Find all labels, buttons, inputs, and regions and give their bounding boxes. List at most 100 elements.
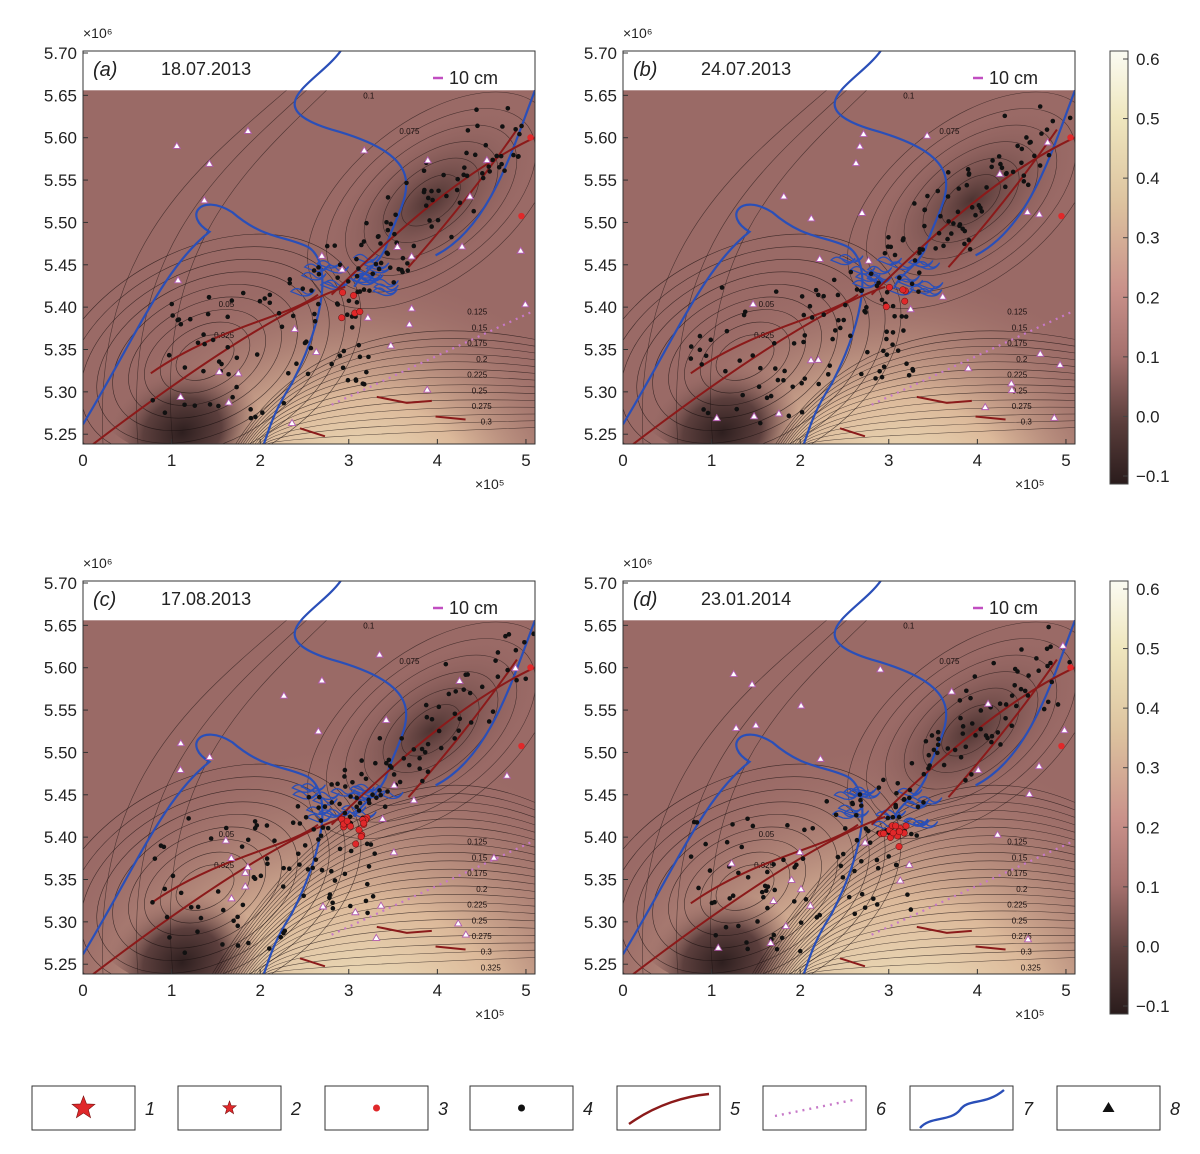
station-triangle	[1023, 934, 1033, 943]
event-dot	[182, 402, 187, 408]
event-dot	[998, 161, 1003, 167]
event-dot	[761, 894, 766, 900]
event-dot	[223, 825, 229, 831]
event-dot	[842, 302, 848, 308]
y-tick-label: 5.25	[44, 955, 77, 974]
axis-frame	[82, 50, 536, 445]
fault-line	[839, 957, 866, 968]
y-tick-label: 5.50	[584, 743, 617, 762]
y-tick-label: 5.60	[44, 659, 77, 678]
station-triangle	[747, 679, 757, 688]
event-dot	[364, 841, 370, 847]
station-triangle	[317, 676, 327, 684]
y-multiplier: ×10⁶	[83, 25, 113, 41]
event-dot	[884, 329, 889, 335]
station-triangle	[205, 159, 214, 167]
event-dot	[935, 729, 941, 735]
event-dot	[354, 300, 360, 305]
event-dot	[858, 797, 863, 803]
y-tick-label: 5.65	[44, 616, 77, 635]
event-dot	[859, 891, 865, 897]
y-tick-label: 5.60	[584, 659, 617, 678]
event-dot	[430, 197, 435, 203]
event-dot	[759, 889, 765, 895]
event-dot	[772, 887, 777, 893]
event-dot	[697, 347, 703, 353]
event-dot	[859, 858, 864, 864]
event-dot	[505, 106, 511, 111]
event-dot	[756, 384, 762, 390]
red-event-marker	[889, 829, 897, 837]
y-multiplier: ×10⁶	[623, 555, 653, 571]
station-triangle	[1007, 379, 1016, 387]
event-dot	[931, 747, 937, 753]
red-event-marker	[357, 833, 365, 841]
event-dot	[935, 188, 941, 194]
y-tick-label: 5.35	[44, 870, 77, 889]
dotted-profile-line	[871, 839, 1075, 936]
x-tick-label: 0	[78, 981, 87, 1000]
event-dot	[303, 815, 309, 820]
event-dot	[245, 837, 251, 843]
event-dot	[912, 258, 918, 263]
y-tick-label: 5.30	[584, 383, 617, 402]
fault-line	[376, 395, 432, 404]
event-dot	[235, 943, 241, 948]
event-dot	[1045, 663, 1050, 669]
fault-line	[91, 815, 346, 974]
y-tick-label: 5.45	[584, 786, 617, 805]
event-dot	[506, 632, 512, 637]
event-dot	[802, 376, 808, 381]
colorbar-tick-label: 0.5	[1136, 640, 1160, 659]
y-tick-label: 5.30	[584, 913, 617, 932]
event-dot	[901, 328, 906, 333]
event-dot	[364, 369, 369, 375]
event-dot	[251, 874, 257, 880]
event-dot	[955, 209, 961, 215]
event-dot	[377, 788, 382, 793]
event-dot	[272, 838, 277, 843]
station-triangle	[1034, 209, 1044, 218]
event-dot	[831, 277, 837, 283]
legend-number: 3	[438, 1099, 448, 1119]
contour-label: 0.175	[1007, 869, 1028, 878]
station-triangle	[337, 265, 347, 273]
y-tick-label: 5.50	[44, 213, 77, 232]
coastline-east	[435, 89, 535, 257]
event-dot	[771, 341, 777, 346]
red-event-marker	[895, 843, 903, 851]
axis-frame	[622, 580, 1076, 975]
red-event-marker	[1058, 212, 1065, 220]
event-dot	[295, 851, 301, 857]
contour-label: 0.125	[1007, 838, 1028, 847]
station-triangle	[516, 246, 525, 254]
event-dot	[724, 328, 730, 334]
event-dot	[797, 948, 803, 954]
legend-item-4: 4	[469, 1085, 593, 1131]
event-dot	[359, 758, 364, 763]
fault-line	[870, 136, 1075, 296]
station-triangle	[1050, 413, 1059, 421]
y-tick-label: 5.60	[44, 129, 77, 148]
contour-label: 0.3	[1021, 418, 1033, 427]
event-dot	[906, 372, 912, 378]
colorbar-tick-label: 0.3	[1136, 229, 1160, 248]
red-event-marker	[895, 828, 903, 836]
event-dot	[376, 266, 382, 272]
colorbar-1: 0.6 0.5 0.4 0.3 0.2 0.1 0.0 −0.1	[1109, 50, 1170, 486]
contour-label: 0.275	[472, 932, 493, 941]
event-dot	[745, 946, 750, 952]
station-triangle	[389, 780, 399, 789]
event-dot	[884, 352, 890, 357]
contour-label: 0.225	[467, 371, 488, 380]
contour-label: 0.3	[481, 948, 493, 957]
event-dot	[842, 826, 848, 831]
event-dot	[364, 881, 370, 887]
station-triangle	[363, 313, 373, 321]
event-dot	[230, 394, 235, 400]
event-dot	[989, 164, 994, 170]
contour-label: 0.125	[467, 838, 488, 847]
event-dot	[235, 914, 240, 920]
event-dot	[1045, 699, 1051, 705]
event-dot	[816, 292, 821, 298]
